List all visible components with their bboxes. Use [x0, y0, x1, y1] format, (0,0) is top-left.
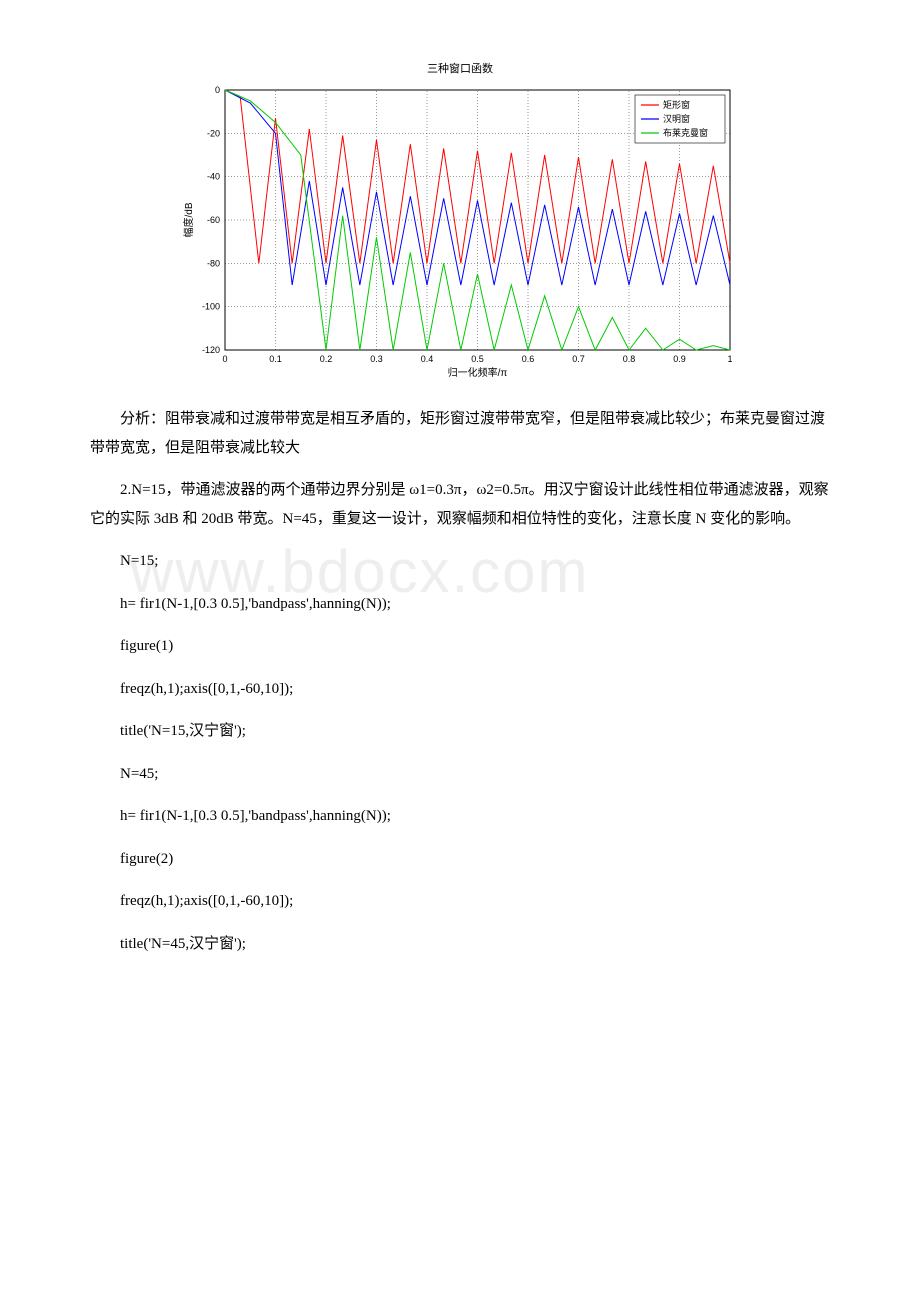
svg-text:-120: -120 — [202, 345, 220, 355]
svg-text:矩形窗: 矩形窗 — [663, 99, 690, 110]
svg-text:0: 0 — [222, 354, 227, 364]
svg-text:归一化频率/π: 归一化频率/π — [448, 366, 508, 379]
svg-text:0.9: 0.9 — [673, 354, 686, 364]
svg-text:-80: -80 — [207, 258, 220, 268]
svg-text:-60: -60 — [207, 215, 220, 225]
svg-text:0: 0 — [215, 85, 220, 95]
svg-text:幅度/dB: 幅度/dB — [182, 202, 195, 237]
code-block: N=15; h= fir1(N-1,[0.3 0.5],'bandpass',ha… — [90, 547, 830, 958]
chart-svg: 0 0.1 0.2 0.3 0.4 0.5 0.6 0.7 0.8 0.9 1 0 -20 -40 -60 -… — [180, 80, 740, 380]
code-line: N=15; — [90, 547, 830, 576]
code-line: title('N=45,汉宁窗'); — [90, 930, 830, 959]
svg-text:0.7: 0.7 — [572, 354, 585, 364]
analysis-paragraph: 分析：阻带衰减和过渡带带宽是相互矛盾的，矩形窗过渡带带宽窄，但是阻带衰减比较少；… — [90, 405, 830, 462]
svg-text:0.6: 0.6 — [522, 354, 535, 364]
svg-text:0.3: 0.3 — [370, 354, 383, 364]
svg-text:汉明窗: 汉明窗 — [663, 113, 690, 124]
svg-text:0.1: 0.1 — [269, 354, 282, 364]
svg-text:布莱克曼窗: 布莱克曼窗 — [663, 127, 708, 138]
svg-text:-100: -100 — [202, 302, 220, 312]
code-line: h= fir1(N-1,[0.3 0.5],'bandpass',hanning… — [90, 802, 830, 831]
svg-text:0.8: 0.8 — [623, 354, 636, 364]
code-line: title('N=15,汉宁窗'); — [90, 717, 830, 746]
code-line: freqz(h,1);axis([0,1,-60,10]); — [90, 675, 830, 704]
chart-title: 三种窗口函数 — [180, 60, 740, 76]
code-line: figure(1) — [90, 632, 830, 661]
code-line: freqz(h,1);axis([0,1,-60,10]); — [90, 887, 830, 916]
code-line: h= fir1(N-1,[0.3 0.5],'bandpass',hanning… — [90, 590, 830, 619]
question-paragraph: 2.N=15，带通滤波器的两个通带边界分别是 ω1=0.3π，ω2=0.5π。用… — [90, 476, 830, 533]
svg-text:0.4: 0.4 — [421, 354, 434, 364]
svg-text:-40: -40 — [207, 172, 220, 182]
window-functions-chart: 三种窗口函数 0 0.1 0.2 0.3 0.4 0.5 0.6 0.7 0.8 0.9 1 0 -20… — [180, 60, 740, 385]
svg-text:0.2: 0.2 — [320, 354, 333, 364]
svg-text:1: 1 — [727, 354, 732, 364]
svg-text:-20: -20 — [207, 128, 220, 138]
code-line: N=45; — [90, 760, 830, 789]
code-line: figure(2) — [90, 845, 830, 874]
svg-text:0.5: 0.5 — [471, 354, 484, 364]
